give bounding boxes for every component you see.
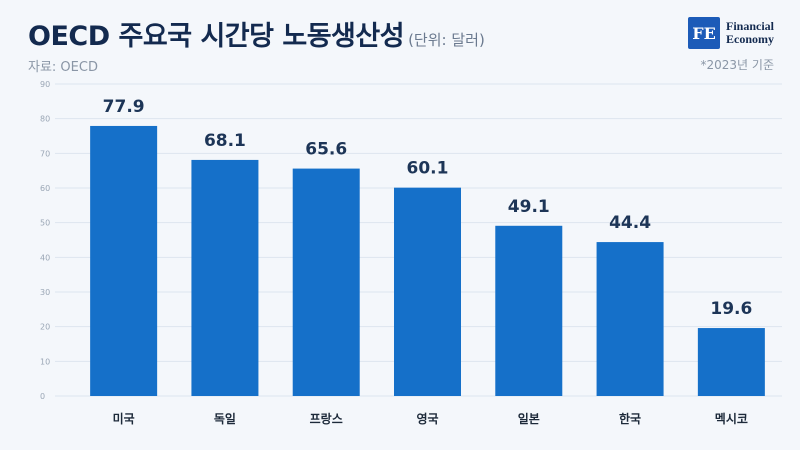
logo-line-2: Economy xyxy=(725,32,774,46)
year-note: *2023년 기준 xyxy=(700,58,774,72)
category-label: 멕시코 xyxy=(715,411,748,426)
data-label: 44.4 xyxy=(609,213,651,233)
unit-label: (단위: 달러) xyxy=(408,31,485,49)
category-label: 독일 xyxy=(214,412,236,426)
y-tick-label: 10 xyxy=(40,357,50,366)
y-tick-label: 40 xyxy=(40,253,50,262)
category-label: 한국 xyxy=(619,411,641,426)
brand-logo: FE Financial Economy xyxy=(687,17,774,49)
bar-3 xyxy=(292,168,360,396)
chart-title: OECD 주요국 시간당 노동생산성 xyxy=(28,21,405,52)
data-label: 60.1 xyxy=(407,159,449,179)
y-tick-label: 20 xyxy=(40,323,50,332)
y-tick-label: 50 xyxy=(40,219,50,228)
bar-6 xyxy=(596,242,664,396)
source-label: 자료: OECD xyxy=(28,60,98,75)
y-tick-label: 60 xyxy=(40,184,50,193)
data-label: 49.1 xyxy=(508,197,550,217)
y-tick-label: 0 xyxy=(40,392,45,401)
category-label: 일본 xyxy=(518,412,540,426)
y-tick-label: 70 xyxy=(40,149,50,158)
logo-mark-icon: FE xyxy=(687,17,720,49)
bar-7 xyxy=(697,328,765,396)
y-tick-label: 80 xyxy=(40,115,50,124)
bar-2 xyxy=(191,159,259,396)
category-label: 영국 xyxy=(416,411,438,426)
data-label: 68.1 xyxy=(204,131,246,151)
data-label: 77.9 xyxy=(103,97,145,117)
bar-4 xyxy=(394,187,461,396)
data-label: 65.6 xyxy=(305,140,347,160)
bar-5 xyxy=(495,225,563,396)
y-tick-label: 90 xyxy=(40,80,50,89)
logo-text: Financial Economy xyxy=(726,20,774,46)
category-label: 미국 xyxy=(113,411,135,426)
data-label: 19.6 xyxy=(710,299,752,319)
y-tick-label: 30 xyxy=(40,288,50,297)
chart-header: OECD 주요국 시간당 노동생산성 (단위: 달러) xyxy=(28,14,485,53)
bar-1 xyxy=(90,125,158,397)
logo-line-1: Financial xyxy=(725,19,774,33)
category-label: 프랑스 xyxy=(310,412,343,426)
